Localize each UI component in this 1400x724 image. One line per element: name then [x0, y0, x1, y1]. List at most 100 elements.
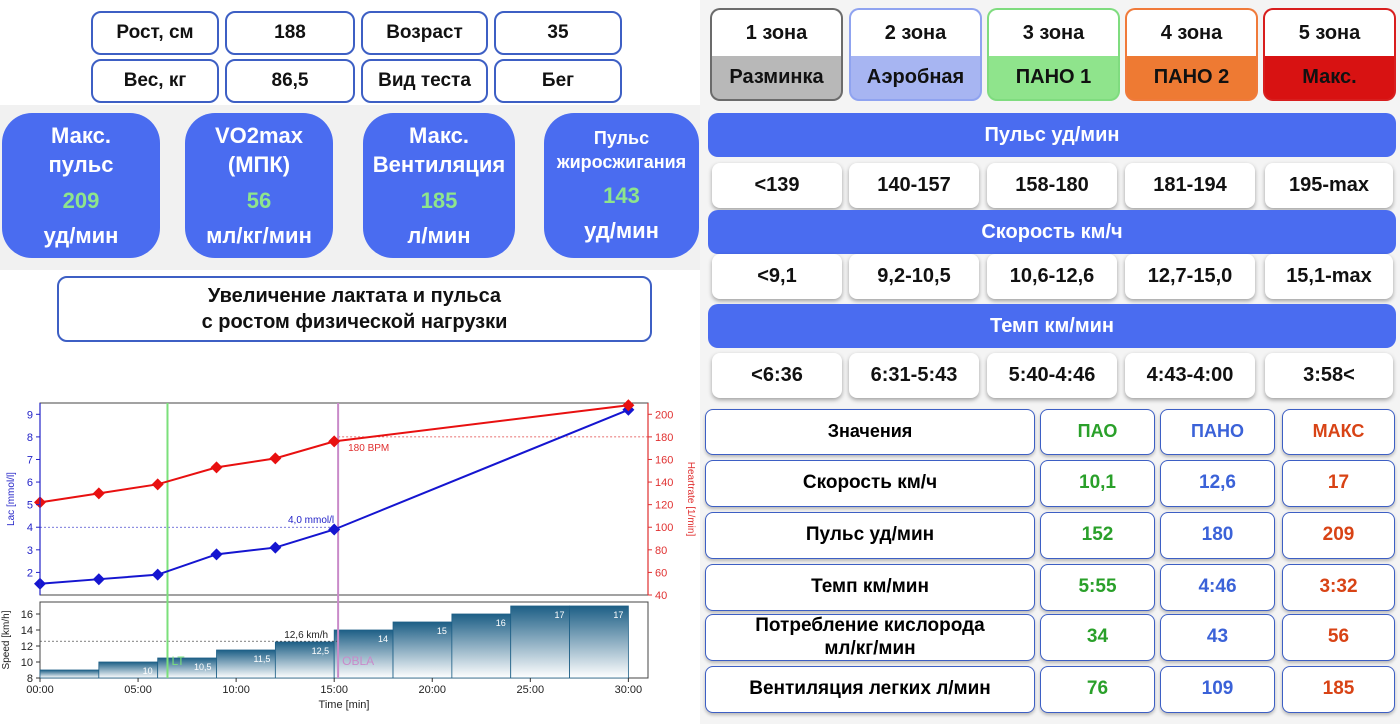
vo2max-card: VO2max (МПК) 56 мл/кг/мин: [185, 113, 333, 258]
lactate-tick-label: 6: [27, 477, 33, 489]
zone-label: 3 зона: [987, 8, 1120, 56]
caption-line: с ростом физической нагрузки: [201, 311, 508, 333]
heartrate-tick-label: 200: [655, 409, 673, 421]
speed-step-bar: [569, 605, 629, 679]
caption-line: Увеличение лактата и пульса: [207, 285, 502, 307]
stat-unit: уд/мин: [43, 223, 119, 248]
table-header-cell: ПАО: [1040, 409, 1155, 455]
upper-plot-frame: [39, 402, 649, 596]
speed-tick-label: 12: [21, 641, 33, 653]
stat-title: Макс.: [409, 122, 469, 148]
table-header-cell: МАКС: [1282, 409, 1395, 455]
speed-step-label: 10,5: [194, 662, 212, 672]
zone-name: ПАНО 1: [987, 56, 1120, 101]
lactate-point: [151, 568, 164, 581]
table-row-label: Пульс уд/мин: [705, 512, 1035, 559]
heartrate-point: [151, 478, 164, 491]
lactate-point: [269, 541, 282, 554]
lactate-point: [210, 548, 223, 561]
table-header-cell: Значения: [705, 409, 1035, 455]
weight-value: 86,5: [225, 59, 355, 103]
speed-band-title: Скорость км/ч: [708, 210, 1396, 254]
time-tick-label: 05:00: [124, 684, 152, 696]
speed-step-label: 12,5: [312, 646, 330, 656]
stat-value: 209: [62, 187, 100, 213]
time-tick-label: 25:00: [517, 684, 545, 696]
table-value-cell: 43: [1160, 614, 1275, 661]
speed-step-label: 17: [613, 610, 623, 620]
stat-value: 185: [420, 187, 458, 213]
zone-name: Аэробная: [849, 56, 982, 101]
table-row-label: Скорость км/ч: [705, 460, 1035, 507]
zone-name: ПАНО 2: [1125, 56, 1258, 101]
lactate-tick-label: 3: [27, 545, 33, 557]
lactate-reference-label: 4,0 mmol/l: [288, 515, 334, 526]
table-row-label: Вентиляция легких л/мин: [705, 666, 1035, 713]
height-label: Рост, см: [91, 11, 219, 55]
pace-range-cell: 6:31-5:43: [849, 353, 979, 398]
heartrate-tick-label: 40: [655, 590, 667, 602]
pulse-range-cell: 140-157: [849, 163, 979, 208]
speed-range-cell: 15,1-max: [1265, 254, 1393, 299]
stat-title: Вентиляция: [372, 152, 506, 177]
stat-unit: л/мин: [407, 223, 471, 248]
heartrate-point: [210, 461, 223, 474]
speed-reference-label: 12,6 km/h: [284, 630, 328, 641]
age-label: Возраст: [361, 11, 488, 55]
stat-title: (МПК): [227, 152, 291, 177]
lactate-tick-label: 5: [27, 500, 33, 512]
lactate-point: [92, 573, 105, 586]
lactate-tick-label: 4: [27, 522, 33, 534]
speed-step-label: 10: [143, 666, 153, 676]
lactate-tick-label: 2: [27, 567, 33, 579]
table-row-label: Потребление кислорода мл/кг/мин: [705, 614, 1035, 661]
heartrate-reference-label: 180 BPM: [348, 443, 389, 454]
max-ventilation-card: Макс. Вентиляция 185 л/мин: [363, 113, 515, 258]
zone-label: 4 зона: [1125, 8, 1258, 56]
heartrate-tick-label: 140: [655, 477, 673, 489]
pulse-range-cell: 195-max: [1265, 163, 1393, 208]
height-value: 188: [225, 11, 355, 55]
stat-title: Пульс: [593, 127, 650, 148]
time-tick-label: 00:00: [26, 684, 54, 696]
speed-step-bar: [451, 613, 512, 679]
speed-step-label: 16: [496, 618, 506, 628]
zone-label: 5 зона: [1263, 8, 1396, 56]
speed-tick-label: 10: [21, 657, 33, 669]
lactate-point: [328, 523, 341, 536]
table-header-cell: ПАНО: [1160, 409, 1275, 455]
table-row-label: Темп км/мин: [705, 564, 1035, 611]
lactate-heartrate-chart: 10 10,5 11,5 12,5 14 15 16 17 17 4,0 mmol/l 180 BP…: [1, 399, 696, 711]
speed-axis-label: Speed [km/h]: [1, 610, 12, 669]
speed-step-bar: [510, 605, 570, 679]
table-value-cell: 180: [1160, 512, 1275, 559]
lt-marker-label: LT: [171, 654, 185, 668]
obla-marker-label: OBLA: [342, 654, 374, 668]
time-tick-label: 10:00: [222, 684, 250, 696]
pulse-range-cell: 181-194: [1125, 163, 1255, 208]
speed-tick-label: 14: [21, 625, 33, 637]
speed-range-cell: 10,6-12,6: [987, 254, 1117, 299]
stat-title: пульс: [48, 152, 114, 177]
speed-range-cell: <9,1: [712, 254, 842, 299]
max-pulse-card: Макс. пульс 209 уд/мин: [2, 113, 160, 258]
pulse-range-cell: <139: [712, 163, 842, 208]
speed-step-label: 14: [378, 634, 388, 644]
heartrate-tick-label: 160: [655, 454, 673, 466]
zone-label: 2 зона: [849, 8, 982, 56]
speed-range-cell: 9,2-10,5: [849, 254, 979, 299]
speed-range-cell: 12,7-15,0: [1125, 254, 1255, 299]
test-type-label: Вид теста: [361, 59, 488, 103]
speed-step-bar: [392, 621, 453, 679]
stat-title: жиросжигания: [556, 152, 687, 172]
table-value-cell: 209: [1282, 512, 1395, 559]
speed-step-bar: [39, 669, 100, 679]
heartrate-tick-label: 80: [655, 545, 667, 557]
heartrate-line: [39, 404, 629, 504]
heartrate-tick-label: 100: [655, 522, 673, 534]
time-tick-label: 30:00: [615, 684, 643, 696]
pace-range-cell: <6:36: [712, 353, 842, 398]
table-value-cell: 109: [1160, 666, 1275, 713]
stat-title: Макс.: [51, 122, 111, 148]
heartrate-point: [92, 487, 105, 500]
